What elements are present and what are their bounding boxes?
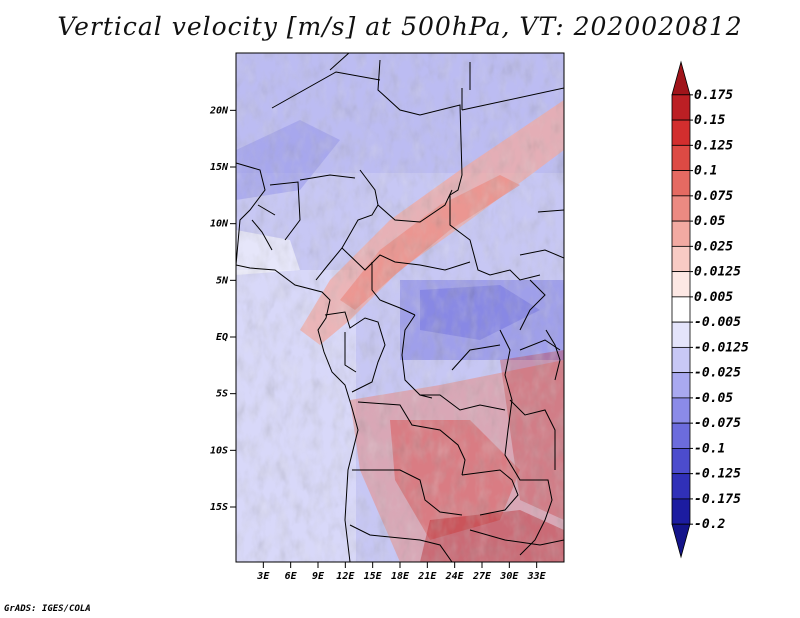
- colorbar-swatch: [671, 271, 691, 298]
- lat-tick-label: 15S: [210, 502, 228, 513]
- colorbar-label: 0.0125: [694, 265, 741, 280]
- longitude-axis: 3E 6E 9E 12E 15E 18E 21E 24E 27E 30E 33E: [256, 562, 547, 582]
- lat-tick-label: 5S: [216, 389, 228, 400]
- colorbar-label: 0.025: [694, 239, 733, 254]
- colorbar-swatch: [671, 321, 691, 348]
- colorbar-swatch: [671, 448, 691, 475]
- lat-tick-label: 15N: [210, 162, 229, 173]
- colorbar-label: -0.125: [694, 467, 741, 482]
- lat-tick-label: 20N: [209, 105, 229, 116]
- colorbar-label: -0.075: [694, 416, 741, 431]
- colorbar-swatch: [671, 397, 691, 424]
- chart-title: Vertical velocity [m/s] at 500hPa, VT: 2…: [57, 12, 743, 41]
- colorbar-label: -0.05: [694, 391, 733, 406]
- lat-tick-label: 10N: [210, 219, 229, 230]
- colorbar-swatch: [671, 296, 691, 323]
- lon-tick-label: 30E: [499, 571, 519, 582]
- colorbar-label: -0.2: [694, 517, 725, 532]
- colorbar-label: -0.175: [694, 492, 741, 507]
- colorbar-label: 0.005: [694, 290, 733, 305]
- colorbar-label: 0.15: [694, 113, 725, 128]
- colorbar-swatch: [671, 170, 691, 197]
- colorbar-swatch: [671, 60, 691, 96]
- colorbar-swatch: [671, 346, 691, 374]
- lon-tick-label: 18E: [391, 571, 410, 582]
- colorbar-label: 0.05: [694, 214, 725, 229]
- lon-tick-label: 6E: [285, 571, 298, 582]
- colorbar-swatch: [671, 523, 691, 559]
- lon-tick-label: 3E: [256, 571, 270, 582]
- lat-tick-label: 5N: [216, 275, 229, 286]
- colorbar-label: -0.0125: [694, 340, 749, 355]
- colorbar-label: 0.175: [694, 88, 733, 103]
- lon-tick-label: 15E: [364, 571, 383, 582]
- lon-tick-label: 24E: [445, 571, 465, 582]
- colorbar-label: -0.005: [694, 315, 741, 330]
- colorbar-label: -0.1: [694, 441, 725, 456]
- colorbar-swatch: [671, 195, 691, 222]
- latitude-axis: 20N 15N 10N 5N EQ 5S 10S 15S: [209, 105, 236, 513]
- grads-credit: GrADS: IGES/COLA: [4, 604, 91, 614]
- colorbar-swatch: [671, 94, 691, 121]
- colorbar-swatch: [671, 498, 691, 525]
- colorbar-label: 0.1: [694, 164, 717, 179]
- lat-tick-label: 10S: [210, 445, 228, 456]
- colorbar-label: -0.025: [694, 366, 741, 381]
- colorbar: 0.175 0.15 0.125 0.1 0.075 0.05 0.025 0.0125 0.0…: [671, 60, 749, 559]
- lat-tick-label: EQ: [216, 332, 228, 343]
- colorbar-swatch: [671, 144, 691, 171]
- country-borders: [236, 53, 564, 562]
- lon-tick-label: 12E: [336, 571, 355, 582]
- lon-tick-label: 33E: [527, 571, 547, 582]
- colorbar-swatch: [671, 245, 691, 273]
- colorbar-swatch: [671, 372, 691, 399]
- colorbar-swatch: [671, 473, 691, 500]
- colorbar-label: 0.125: [694, 138, 733, 153]
- lon-tick-label: 21E: [417, 571, 437, 582]
- lon-tick-label: 9E: [312, 571, 325, 582]
- colorbar-swatch: [671, 422, 691, 449]
- colorbar-swatch: [671, 220, 691, 247]
- colorbar-label: 0.075: [694, 189, 733, 204]
- lon-tick-label: 27E: [472, 571, 492, 582]
- colorbar-swatch: [671, 119, 691, 146]
